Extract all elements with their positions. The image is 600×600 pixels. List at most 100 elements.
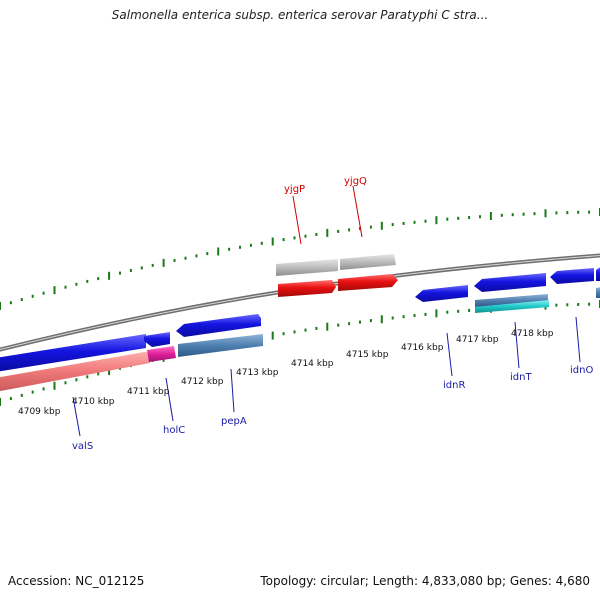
outer-tick (293, 236, 296, 240)
inner-tick (271, 331, 274, 340)
outer-tick (228, 247, 231, 251)
inner-tick (282, 332, 285, 336)
kbp-label: 4710 kbp (72, 397, 115, 407)
gene-label-idnO[interactable]: idnO (570, 365, 593, 376)
kbp-label: 4711 kbp (127, 387, 170, 397)
outer-tick (533, 212, 536, 216)
inner-tick (446, 310, 449, 314)
kbp-label: 4712 kbp (181, 377, 224, 387)
outer-tick (369, 225, 372, 229)
outer-tick (304, 234, 307, 238)
inner-tick (391, 316, 394, 320)
gene-yjgP-feature[interactable] (278, 280, 336, 297)
kbp-label: 4709 kbp (18, 407, 61, 417)
inner-tick (413, 314, 416, 317)
outer-tick (97, 277, 100, 281)
kbp-label: 4715 kbp (346, 350, 389, 360)
outer-tick (206, 252, 209, 256)
outer-tick (162, 258, 165, 267)
outer-tick (468, 216, 471, 219)
outer-tick (75, 282, 78, 286)
gene-yjgQ-gray-feature[interactable] (340, 254, 396, 270)
inner-tick (457, 309, 460, 313)
outer-tick (151, 263, 154, 267)
outer-tick (413, 220, 416, 224)
gene-holC-feature[interactable] (144, 332, 170, 347)
gene-label-pepA[interactable]: pepA (221, 416, 247, 427)
outer-tick (544, 209, 547, 218)
inner-tick (435, 309, 438, 318)
inner-tick (577, 303, 580, 306)
gene-leader-lines (72, 185, 581, 437)
gene-idnO-feature[interactable] (550, 268, 594, 284)
gene-label-valS[interactable]: valS (72, 441, 93, 452)
genome-backbone (0, 253, 600, 352)
gene-label-yjgP[interactable]: yjgP (284, 184, 305, 195)
outer-tick (511, 213, 514, 217)
inner-tick (348, 322, 351, 326)
gene-yjgP-gray-feature[interactable] (276, 259, 338, 276)
kbp-label: 4717 kbp (456, 335, 499, 345)
gene-holC-rna-feature[interactable] (147, 346, 176, 362)
outer-tick (20, 298, 23, 301)
inner-tick (20, 393, 23, 397)
outer-tick (424, 219, 427, 223)
inner-tick (64, 381, 67, 385)
gene-idnR-feature[interactable] (415, 285, 468, 302)
outer-tick (380, 221, 383, 230)
topology-label: Topology: circular; Length: 4,833,080 bp… (260, 574, 590, 588)
gene-valS-feature[interactable] (0, 334, 146, 372)
outer-tick (500, 213, 503, 217)
gene-yjgQ-feature[interactable] (338, 274, 398, 291)
gene-valS-rna-feature[interactable] (0, 351, 150, 392)
kbp-label: 4718 kbp (511, 329, 554, 339)
outer-tick (260, 241, 263, 245)
gene-idnT-steel-feature[interactable] (475, 294, 548, 307)
outer-tick (326, 228, 329, 237)
outer-tick (108, 271, 111, 280)
kbp-label: 4714 kbp (291, 359, 334, 369)
outer-tick (86, 279, 89, 283)
gene-labels-below: valS holC pepA idnR idnT idnO (72, 365, 593, 452)
accession-label: Accession: NC_012125 (8, 574, 145, 588)
inner-tick (75, 378, 78, 382)
outer-tick (217, 247, 220, 256)
outer-tick (184, 256, 187, 260)
outer-tick (435, 216, 438, 225)
gene-idnT-feature[interactable] (474, 273, 546, 292)
outer-tick (446, 217, 449, 221)
gene-pepA-feature[interactable] (176, 314, 261, 337)
gene-label-idnT[interactable]: idnT (510, 372, 532, 383)
gene-edge-feature[interactable] (596, 266, 600, 281)
inner-tick (304, 328, 307, 332)
outer-tick (337, 229, 340, 233)
inner-tick (31, 390, 34, 394)
inner-tick (42, 387, 45, 391)
inner-tick (402, 315, 405, 319)
inner-tick (97, 372, 100, 376)
outer-tick (53, 286, 56, 295)
inner-tick (337, 323, 340, 327)
outer-tick (9, 301, 12, 305)
inner-tick (108, 367, 111, 376)
gene-edge-steel-feature[interactable] (596, 287, 600, 298)
inner-tick (588, 302, 591, 306)
inner-tick (369, 319, 372, 323)
gene-label-yjgQ[interactable]: yjgQ (344, 176, 367, 187)
map-title: Salmonella enterica subsp. enterica sero… (111, 8, 489, 22)
gene-idnT-cyan-feature[interactable] (475, 300, 549, 313)
gene-label-idnR[interactable]: idnR (443, 380, 465, 391)
reverse-strand-features (0, 314, 263, 392)
inner-tick (53, 381, 56, 390)
inner-tick (380, 315, 383, 324)
kbp-label: 4713 kbp (236, 368, 279, 378)
inner-tick (468, 308, 471, 312)
outer-tick (271, 237, 274, 246)
outer-tick (42, 291, 45, 295)
outer-tick (315, 233, 318, 236)
gene-label-holC[interactable]: holC (163, 425, 185, 436)
gene-pepA-steel-feature[interactable] (178, 334, 263, 357)
inner-tick (315, 326, 318, 330)
outer-tick (119, 271, 121, 275)
